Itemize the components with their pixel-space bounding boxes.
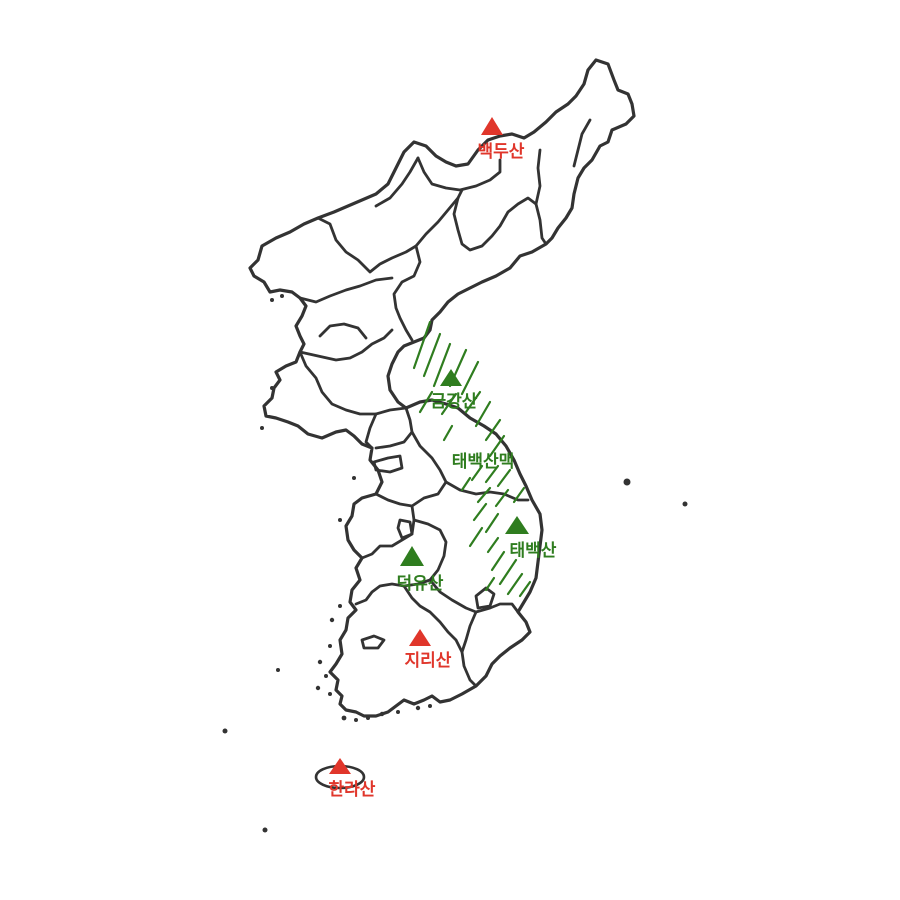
mountain-label: 금강산: [431, 392, 478, 412]
mountain-label: 한라산: [329, 780, 376, 800]
triangle-icon: [440, 369, 462, 386]
range-label: 태백산맥: [452, 452, 515, 472]
mountain-label: 백두산: [478, 142, 525, 162]
mountain-label: 덕유산: [397, 574, 444, 594]
triangle-icon: [400, 546, 424, 566]
islands: [222, 294, 688, 833]
mountain-markers: 백두산 금강산 태백산 덕유산 지리산 한라산 태백산맥: [329, 117, 557, 800]
triangle-icon: [409, 629, 431, 646]
peninsula-outline: [248, 58, 636, 718]
dokdo-island: [682, 501, 688, 507]
range-hatching: [412, 320, 532, 598]
ulleung-island: [623, 478, 631, 486]
triangle-icon: [481, 117, 503, 135]
mountain-label: 지리산: [405, 651, 452, 671]
triangle-icon: [329, 758, 351, 774]
triangle-icon: [505, 516, 529, 534]
mountain-label: 태백산: [510, 541, 557, 561]
province-boundaries: [298, 118, 592, 688]
